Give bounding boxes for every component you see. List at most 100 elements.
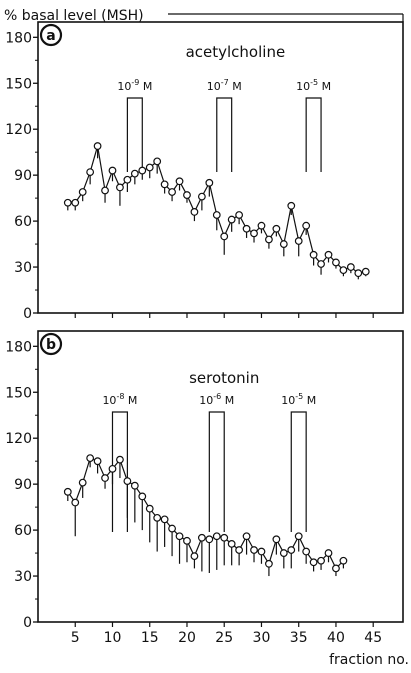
data-point (220, 232, 229, 241)
panel-title: acetylcholine (186, 43, 286, 61)
data-point (332, 564, 340, 573)
panel-title: serotonin (189, 369, 259, 387)
y-tick-label: 90 (14, 168, 32, 184)
data-point (145, 504, 154, 513)
panel-a-frame (37, 21, 404, 314)
stimulus-bracket (305, 97, 322, 172)
data-point (101, 186, 109, 195)
data-point (153, 513, 162, 522)
y-tick-label: 0 (23, 615, 32, 631)
stimulus-bracket (290, 411, 307, 532)
data-point (86, 454, 95, 463)
y-tick-label: 0 (23, 306, 32, 322)
y-tick-label: 180 (5, 339, 32, 355)
stimulus-bracket (126, 97, 143, 172)
data-point (317, 260, 325, 268)
data-point (160, 515, 169, 524)
data-point (227, 539, 236, 548)
data-point (63, 198, 72, 207)
data-point (197, 533, 206, 542)
data-point (324, 549, 333, 557)
data-point (294, 532, 303, 541)
data-point (227, 215, 236, 224)
data-point (235, 546, 244, 554)
data-point (272, 224, 281, 233)
data-point (257, 221, 266, 230)
data-point (175, 532, 184, 541)
data-point (71, 498, 80, 507)
data-point (265, 559, 273, 568)
data-point (339, 556, 348, 565)
data-point (250, 546, 258, 554)
data-point (71, 198, 80, 207)
data-point (168, 524, 176, 533)
x-tick-label: 40 (327, 630, 345, 646)
data-point (160, 180, 169, 189)
x-axis-label: fraction no. (329, 652, 409, 668)
data-point (86, 168, 95, 176)
stimulus-bracket (208, 411, 225, 532)
data-point (279, 549, 288, 557)
x-tick-label: 5 (71, 630, 80, 646)
stimulus-label: 10-9 M (117, 78, 152, 93)
panel-letter: a (46, 28, 55, 44)
data-point (153, 157, 162, 166)
data-point (361, 267, 370, 276)
panel-b: 0 30 60 90 120 150 180 5 10 15 20 25 30 35 40 45 b seroto… (5, 330, 404, 646)
y-tick-label: 60 (14, 523, 32, 539)
data-point (130, 481, 139, 490)
data-point (116, 183, 124, 192)
y-tick-label: 180 (5, 30, 32, 46)
data-point (183, 191, 191, 199)
data-point (116, 455, 124, 464)
data-point (78, 188, 87, 196)
data-point (279, 240, 288, 248)
data-point (294, 237, 303, 245)
data-point (346, 263, 355, 271)
x-tick-label: 15 (141, 630, 159, 646)
x-tick-label: 45 (364, 630, 382, 646)
y-tick-label: 120 (5, 122, 32, 138)
stimulus-bracket (216, 97, 233, 172)
data-point (108, 166, 117, 175)
data-point (190, 208, 199, 216)
data-point (145, 163, 154, 172)
stimulus-label: 10-5 M (296, 78, 331, 93)
data-point (197, 192, 206, 201)
data-point (309, 558, 318, 567)
stimulus-label: 10-5 M (281, 392, 316, 407)
data-point (123, 175, 132, 184)
y-tick-label: 30 (14, 569, 32, 585)
y-tick-label: 150 (5, 76, 32, 92)
data-point (309, 250, 318, 259)
data-point (175, 177, 184, 186)
panel-letter-circle (39, 23, 63, 47)
data-point (242, 224, 251, 233)
data-point (302, 221, 311, 230)
data-point (183, 536, 191, 545)
data-point (93, 142, 102, 150)
data-point (332, 258, 340, 267)
data-point (212, 211, 221, 219)
stimulus-label: 10-8 M (102, 392, 137, 407)
y-tick-label: 30 (14, 260, 32, 276)
data-point (78, 478, 87, 487)
x-tick-label: 10 (104, 630, 122, 646)
stimulus-label: 10-6 M (199, 392, 234, 407)
panel-letter: b (46, 337, 56, 353)
y-tick-label: 60 (14, 214, 32, 230)
x-tick-label: 20 (178, 630, 196, 646)
y-tick-label: 120 (5, 431, 32, 447)
x-tick-label: 35 (290, 630, 308, 646)
stimulus-label: 10-7 M (207, 78, 242, 93)
x-tick-label: 30 (253, 630, 271, 646)
y-tick-label: 150 (5, 385, 32, 401)
data-point (324, 250, 333, 259)
data-point (138, 166, 147, 175)
data-point (93, 457, 102, 466)
data-point (235, 211, 244, 219)
panel-b-frame (37, 330, 404, 623)
x-tick-label: 25 (215, 630, 233, 646)
data-point (317, 556, 325, 565)
